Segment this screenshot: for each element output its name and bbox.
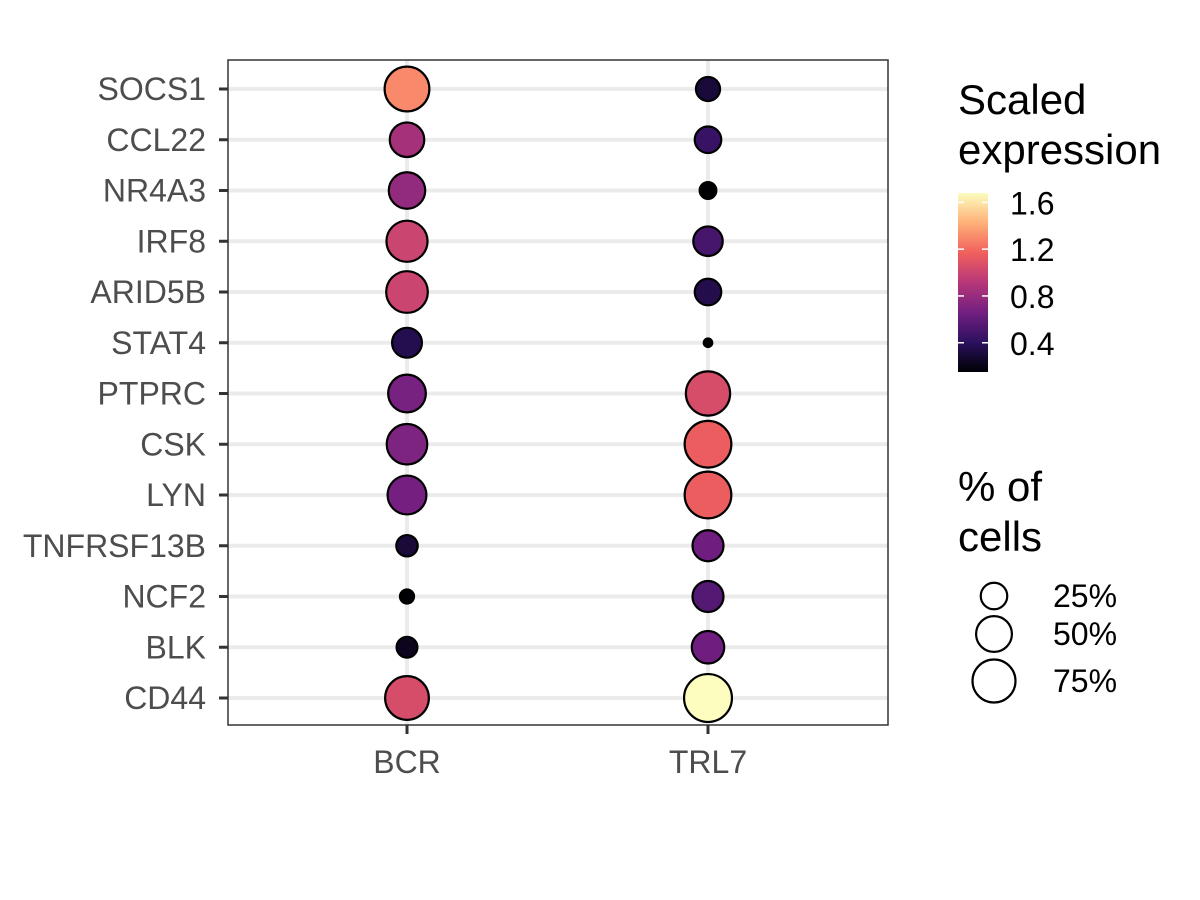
y-tick-label-ncf2: NCF2 [122, 579, 206, 615]
dot-ptprc-trl7 [684, 370, 732, 417]
y-tick-label-stat4: STAT4 [111, 325, 206, 361]
dot-tnfrsf13b-bcr [395, 533, 419, 558]
grid-lines [228, 60, 888, 725]
dot-csk-trl7 [683, 419, 733, 469]
size-legend-title-line-2: cells [958, 513, 1042, 560]
size-legend-key-75 [971, 658, 1017, 704]
y-tick-label-nr4a3: NR4A3 [103, 173, 206, 209]
x-tick-label-bcr: BCR [373, 744, 441, 780]
dot-arid5b-trl7 [693, 277, 723, 307]
y-tick-label-ptprc: PTPRC [98, 376, 206, 412]
dot-ncf2-trl7 [691, 579, 725, 614]
dot-irf8-trl7 [692, 225, 724, 258]
color-legend-tick-label: 0.4 [1010, 326, 1054, 362]
y-tick-label-tnfrsf13b: TNFRSF13B [23, 528, 206, 564]
color-bar [958, 193, 988, 372]
x-tick-label-trl7: TRL7 [669, 744, 747, 780]
dot-lyn-trl7 [683, 470, 733, 520]
dot-arid5b-bcr [385, 270, 429, 314]
y-tick-label-arid5b: ARID5B [90, 274, 206, 310]
dot-nr4a3-bcr [387, 171, 427, 210]
dot-ptprc-bcr [387, 373, 427, 414]
dot-blk-bcr [395, 635, 419, 659]
dot-ccl22-bcr [388, 121, 426, 159]
dot-stat4-trl7 [702, 337, 714, 349]
size-legend-label-25: 25% [1053, 578, 1117, 614]
dot-ncf2-bcr [398, 588, 416, 605]
dot-irf8-bcr [385, 219, 429, 263]
y-tick-label-irf8: IRF8 [137, 223, 206, 259]
color-legend-tick-label: 0.8 [1010, 279, 1054, 315]
y-tick-label-cd44: CD44 [124, 680, 206, 716]
y-tick-label-ccl22: CCL22 [106, 122, 206, 158]
dot-socs1-trl7 [694, 75, 722, 103]
color-legend-tick-label: 1.2 [1010, 232, 1054, 268]
y-tick-label-csk: CSK [140, 426, 206, 462]
dots [383, 65, 734, 724]
dot-tnfrsf13b-trl7 [691, 529, 725, 563]
dot-stat4-bcr [390, 326, 424, 359]
size-legend-key-50 [974, 614, 1014, 654]
dot-nr4a3-trl7 [698, 181, 718, 200]
dot-csk-bcr [385, 422, 429, 466]
size-legend-title-line-1: % of [958, 463, 1042, 510]
color-legend-tick-label: 1.6 [1010, 185, 1054, 221]
size-legend-label-75: 75% [1053, 663, 1117, 699]
dot-ccl22-trl7 [693, 125, 723, 155]
dot-cd44-bcr [384, 675, 430, 721]
color-legend-title-line-1: Scaled [958, 76, 1086, 123]
dot-socs1-bcr [383, 65, 431, 113]
dot-blk-trl7 [690, 629, 726, 665]
size-legend-label-50: 50% [1053, 616, 1117, 652]
dot-lyn-bcr [386, 474, 428, 516]
size-legend-key-25 [979, 581, 1009, 611]
color-legend-title-line-2: expression [958, 126, 1161, 173]
y-tick-label-socs1: SOCS1 [98, 71, 206, 107]
dot-cd44-trl7 [682, 672, 734, 724]
y-tick-label-blk: BLK [146, 629, 206, 665]
y-tick-label-lyn: LYN [146, 477, 206, 513]
axes: SOCS1 CCL22 NR4A3 IRF8 ARID5B STAT4 PTPRC CSK LY… [23, 71, 747, 780]
